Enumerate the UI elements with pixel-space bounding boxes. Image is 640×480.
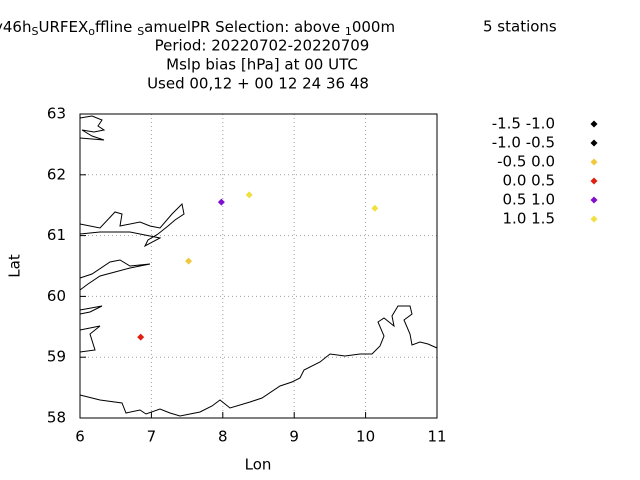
x-axis-label: Lon: [245, 456, 272, 474]
y-tick-label: 60: [47, 287, 66, 305]
x-tick-label: 9: [289, 428, 299, 446]
coast: [79, 115, 106, 141]
legend-marker: [590, 139, 598, 147]
coast: [79, 259, 151, 291]
title-part: 1: [345, 25, 352, 38]
legend-marker: [590, 215, 598, 223]
subtitle: Mslp bias [hPa] at 00 UTC: [166, 56, 358, 74]
subtitle: Period: 20220702-20220709: [155, 37, 370, 55]
x-tick-label: 8: [218, 428, 228, 446]
y-axis-label: Lat: [6, 254, 24, 278]
point: [217, 198, 225, 206]
y-tick-label: 59: [47, 348, 66, 366]
title-part: S: [137, 25, 144, 38]
legend-marker: [590, 158, 598, 166]
x-tick-label: 6: [75, 428, 85, 446]
y-tick-label: 58: [47, 409, 66, 427]
coastline: [79, 115, 438, 417]
x-tick-label: 10: [356, 428, 375, 446]
coast: [79, 305, 438, 417]
y-tick-label: 61: [47, 226, 66, 244]
title-part: y46h: [0, 18, 31, 36]
title-part: 000m: [352, 18, 395, 36]
title-part: URFEX: [38, 18, 88, 36]
title-part: S: [31, 25, 38, 38]
legend-label: -0.5 0.0: [497, 153, 555, 171]
point: [371, 204, 379, 212]
title-part: o: [88, 25, 95, 38]
point: [245, 191, 253, 199]
chart-title: y46hSURFEXoffline SamuelPR Selection: ab…: [0, 18, 395, 39]
title-part: ffline: [95, 18, 137, 36]
x-tick-label: 7: [147, 428, 157, 446]
title-part: amuelPR Selection: above: [144, 18, 345, 36]
legend-label: -1.5 -1.0: [492, 115, 555, 133]
x-tick-label: 11: [427, 428, 446, 446]
legend-marker: [590, 177, 598, 185]
coast: [79, 202, 185, 248]
point: [185, 257, 193, 265]
legend-label: 1.0 1.5: [503, 210, 555, 228]
plot-border: [79, 113, 438, 419]
legend-marker: [590, 120, 598, 128]
y-tick-label: 63: [47, 105, 66, 123]
legend-marker: [590, 196, 598, 204]
legend-label: 0.0 0.5: [503, 172, 555, 190]
subtitle: Used 00,12 + 00 12 24 36 48: [147, 75, 369, 93]
station-count: 5 stations: [483, 18, 557, 36]
legend-label: 0.5 1.0: [503, 191, 555, 209]
legend-label: -1.0 -0.5: [492, 134, 555, 152]
y-tick-label: 62: [47, 165, 66, 183]
coast: [79, 325, 101, 353]
point: [137, 333, 145, 341]
coast: [79, 305, 103, 315]
